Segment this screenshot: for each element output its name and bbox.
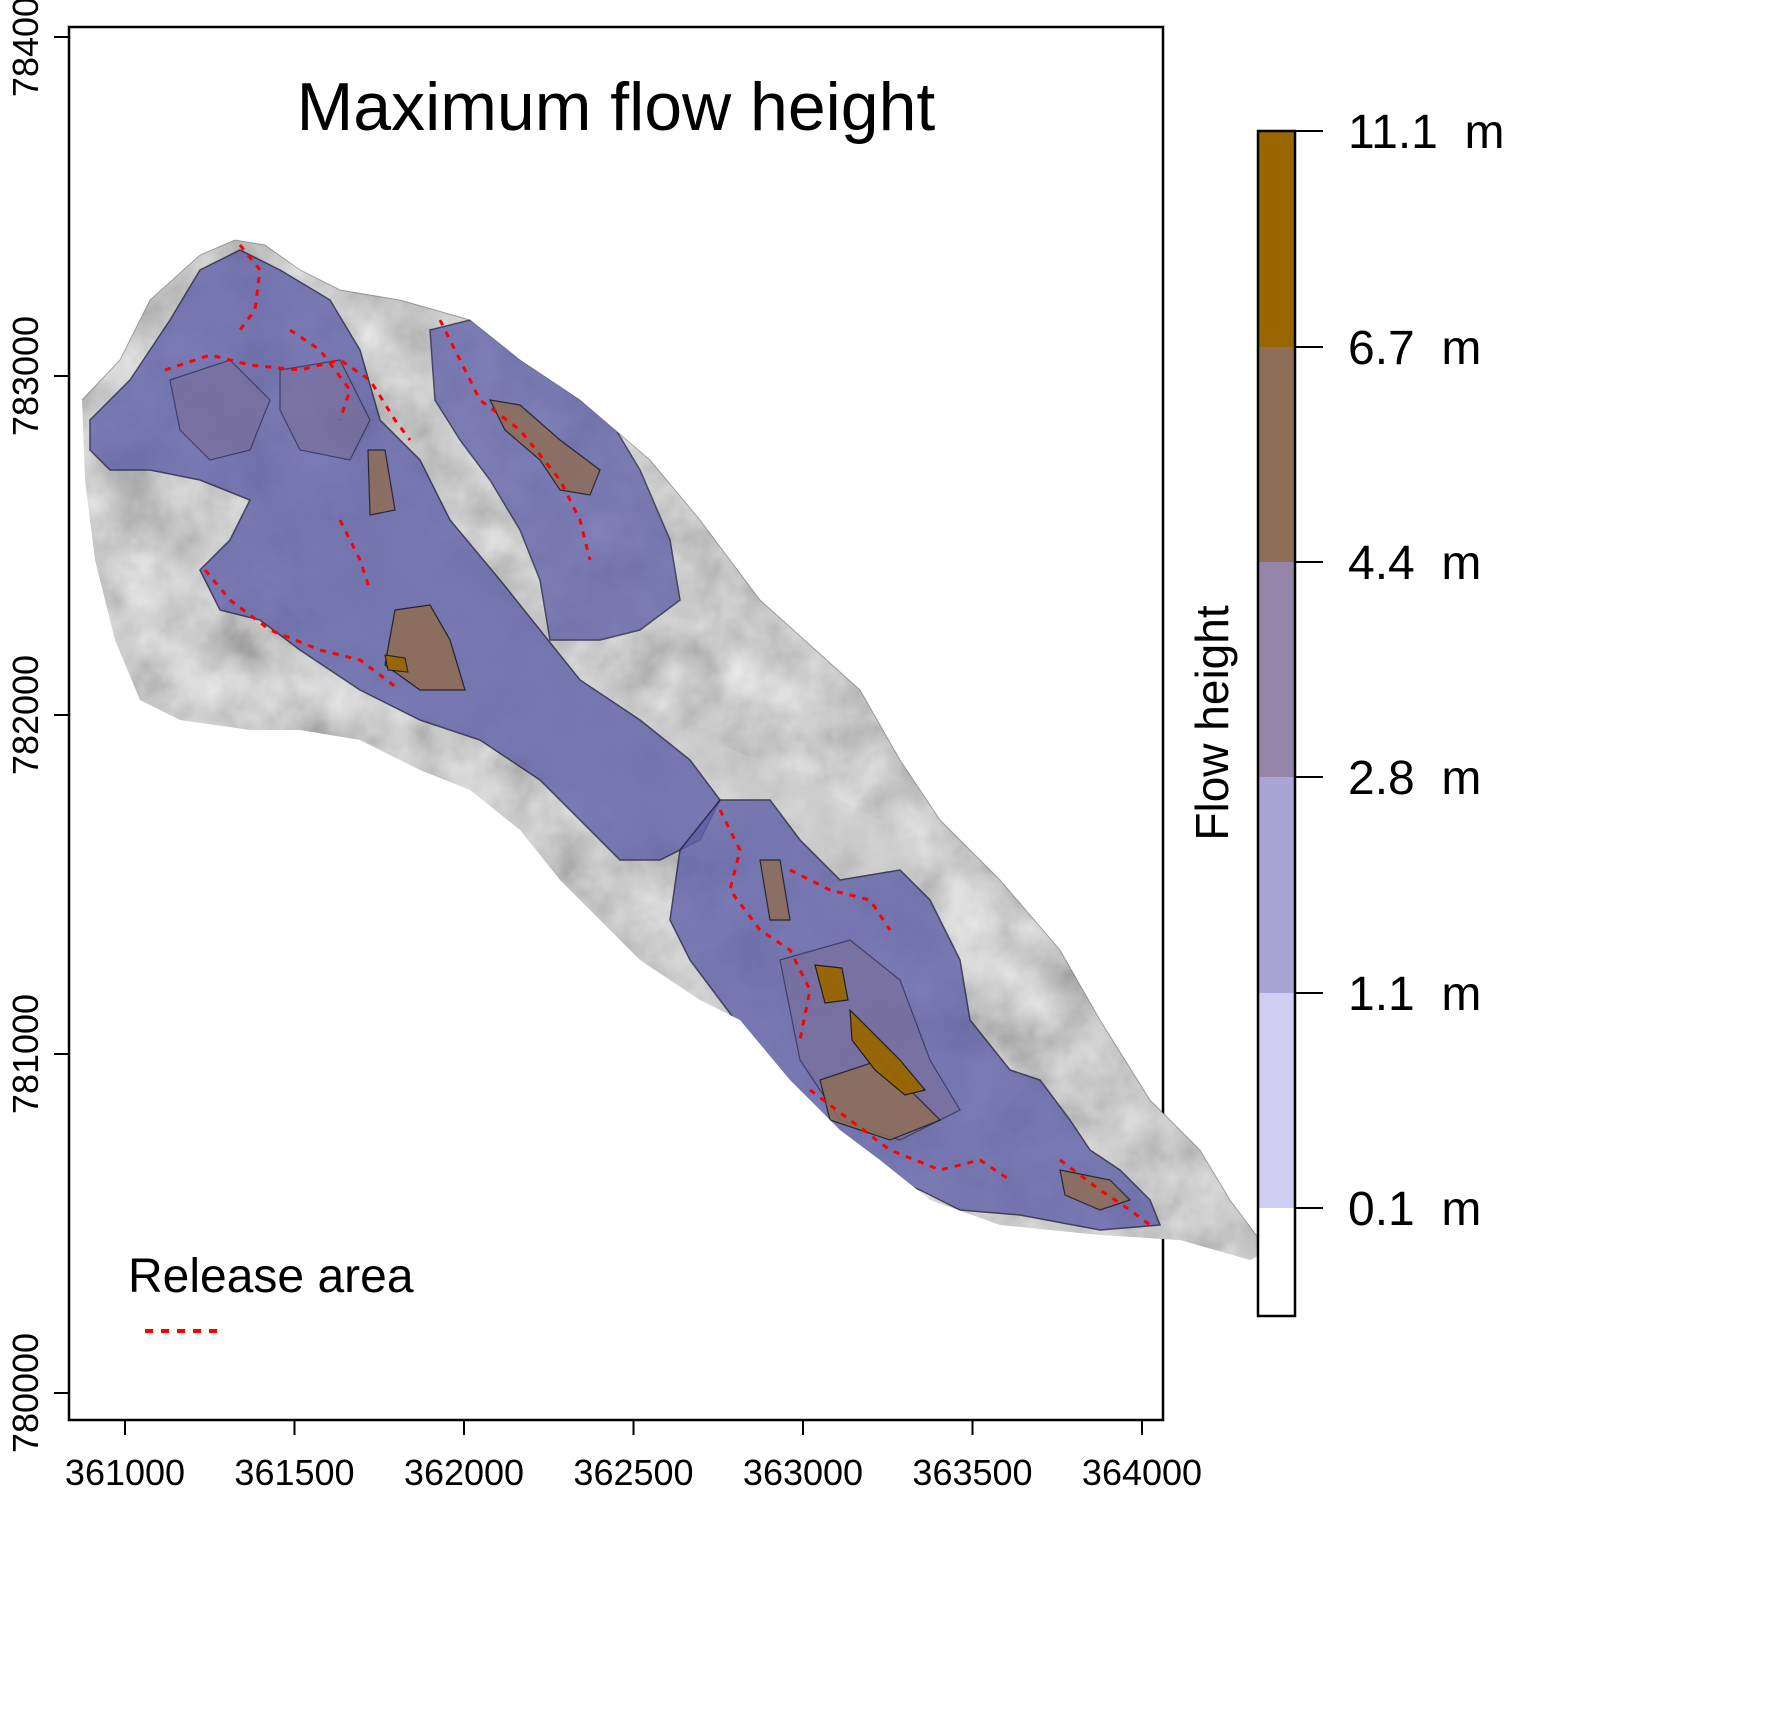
map-title: Maximum flow height: [297, 69, 936, 145]
release-area-outlines: [164, 244, 1151, 1227]
colorbar-tick-label: 0.1 m: [1348, 1183, 1481, 1236]
release-area-10: [338, 519, 372, 591]
colorbar-band: [1258, 777, 1295, 993]
release-area-legend-label: Release area: [128, 1250, 414, 1303]
colorbar-tick-label: 2.8 m: [1348, 752, 1481, 805]
release-area-6: [789, 868, 892, 931]
colorbar-band: [1258, 347, 1295, 562]
colorbar-tick-label: 6.7 m: [1348, 322, 1481, 375]
flow-zone-high-4: [759, 859, 791, 921]
x-axis: 361000 361500 362000 362500 363000 363500 3640…: [65, 1419, 1202, 1493]
colorbar-band: [1258, 1208, 1295, 1316]
colorbar-title: Flow height: [1186, 605, 1238, 840]
flow-zone-max-1: [849, 1008, 927, 1096]
flow-zone-high-2: [488, 399, 601, 496]
y-tick-label: 780000: [5, 1333, 46, 1453]
colorbar: 11.1 m 6.7 m 4.4 m 2.8 m 1.1 m 0.1 m Flow hei…: [1186, 106, 1505, 1318]
x-tick-label: 363000: [743, 1452, 863, 1493]
x-tick-label: 361500: [234, 1452, 354, 1493]
y-tick-label: 782000: [5, 655, 46, 775]
colorbar-frame: [1256, 129, 1297, 1318]
flow-zone-max-2: [814, 964, 849, 1004]
colorbar-band: [1258, 993, 1295, 1208]
flow-zone-high-3: [367, 449, 396, 516]
colorbar-band: [1258, 562, 1295, 777]
x-tick-label: 363500: [912, 1452, 1032, 1493]
release-area-8: [1059, 1158, 1151, 1227]
x-tick-label: 364000: [1082, 1452, 1202, 1493]
catchment-outline: [81, 239, 1261, 1241]
release-area-9: [289, 328, 352, 421]
colorbar-band: [1258, 131, 1295, 347]
flow-zone-max-3: [384, 654, 409, 673]
release-area-7: [809, 1088, 1011, 1182]
release-area-3: [438, 319, 592, 561]
colorbar-tick-label: 11.1 m: [1348, 106, 1505, 159]
y-tick-label: 784000: [5, 0, 46, 97]
y-tick-label: 781000: [5, 994, 46, 1114]
x-tick-label: 362000: [404, 1452, 524, 1493]
y-tick-label: 783000: [5, 316, 46, 436]
x-tick-label: 361000: [65, 1452, 185, 1493]
x-tick-label: 362500: [573, 1452, 693, 1493]
release-area-legend: Release area: [128, 1250, 414, 1333]
colorbar-tick-label: 1.1 m: [1348, 968, 1481, 1021]
release-area-4: [238, 244, 262, 331]
y-axis: 780000 781000 782000 783000 784000: [5, 0, 70, 1453]
release-area-1: [164, 353, 412, 441]
flow-height-zones: [89, 249, 1162, 1231]
colorbar-tick-label: 4.4 m: [1348, 537, 1481, 590]
release-area-5: [718, 809, 812, 1041]
